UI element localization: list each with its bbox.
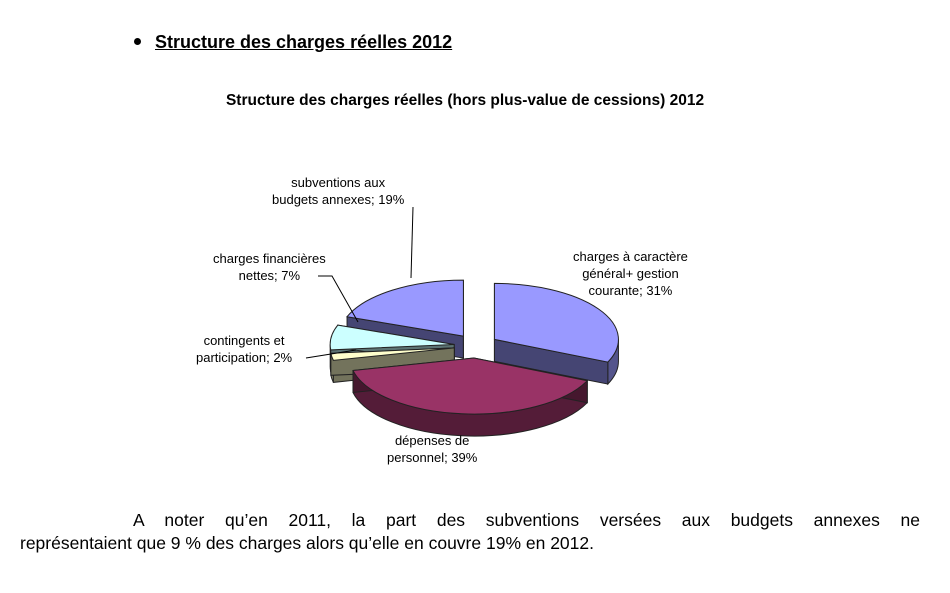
label-line: courante; 31% (588, 283, 673, 298)
slice-charges-caractere (493, 282, 619, 386)
slice-label-contingents: contingents et participation; 2% (196, 332, 292, 366)
note-paragraph: A noter qu’en 2011, la part des subventi… (20, 509, 920, 555)
heading-text: Structure des charges réelles 2012 (155, 32, 453, 52)
label-line: subventions aux (291, 175, 386, 190)
label-line: charges à caractère (573, 249, 688, 264)
label-line: charges financières (213, 251, 326, 266)
label-line: personnel; 39% (387, 450, 478, 465)
slice-label-subventions: subventions aux budgets annexes; 19% (272, 174, 404, 208)
note-line-1: A noter qu’en 2011, la part des subventi… (133, 510, 920, 530)
chart-title: Structure des charges réelles (hors plus… (225, 92, 705, 109)
slice-top (352, 357, 589, 415)
leader-line-slice-subventions (410, 206, 414, 279)
label-line: budgets annexes; 19% (272, 192, 405, 207)
label-line: participation; 2% (196, 350, 293, 365)
label-line: contingents et (203, 333, 285, 348)
slice-top (329, 324, 455, 351)
slice-label-charges-financieres: charges financières nettes; 7% (213, 250, 326, 284)
slice-label-depenses-personnel: dépenses de personnel; 39% (387, 432, 477, 466)
slice-label-charges-caractere: charges à caractère général+ gestion cou… (573, 248, 688, 299)
leader-line-slice-charges-financieres (318, 275, 359, 323)
bullet-icon (134, 38, 141, 45)
leader-line-slice-contingents (305, 349, 357, 359)
label-line: nettes; 7% (238, 268, 301, 283)
slice-top (330, 347, 455, 361)
slice-top (493, 282, 619, 363)
note-line-2: représentaient que 9 % des charges alors… (20, 533, 594, 553)
label-line: dépenses de (394, 433, 470, 448)
label-line: général+ gestion (582, 266, 679, 281)
slice-depenses-personnel (352, 357, 589, 437)
section-heading: Structure des charges réelles 2012 (134, 32, 452, 53)
